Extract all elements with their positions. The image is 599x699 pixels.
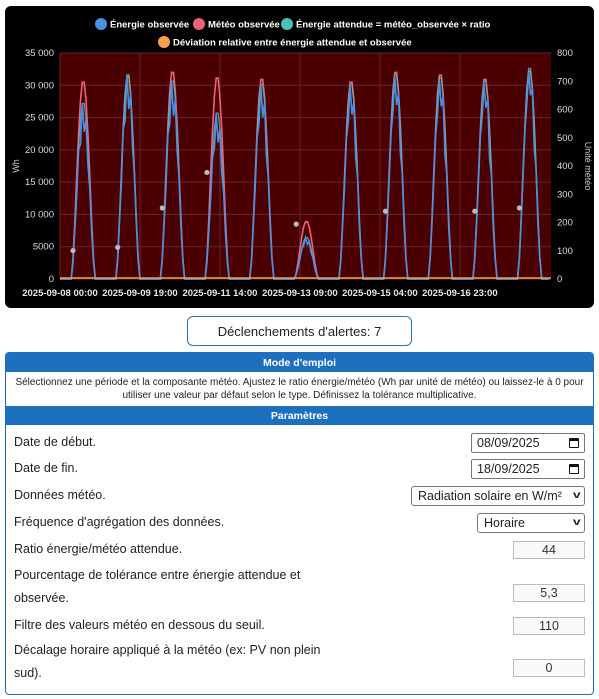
tolerance-label: Pourcentage de tolérance entre énergie a… bbox=[14, 564, 300, 610]
params-title: Paramètres bbox=[270, 409, 329, 422]
tolerance-row: Pourcentage de tolérance entre énergie a… bbox=[14, 564, 585, 610]
x-tick-label: 2025-09-13 09:00 bbox=[262, 288, 338, 299]
start-date-row: Date de début. 08/09/2025 bbox=[14, 431, 585, 454]
deviation-point bbox=[204, 169, 210, 176]
legend-label: Météo observée bbox=[208, 20, 280, 31]
filter-input[interactable]: 110 bbox=[513, 616, 585, 635]
meteo-label: Données météo. bbox=[14, 488, 106, 502]
tolerance-label-line2: observée. bbox=[14, 591, 69, 605]
legend-swatch bbox=[281, 18, 293, 30]
ratio-value: 44 bbox=[542, 542, 556, 557]
calendar-icon[interactable] bbox=[569, 437, 579, 448]
settings-panel: Mode d'emploi Sélectionnez une période e… bbox=[5, 352, 594, 695]
y-tick-label-left: 35 000 bbox=[25, 48, 54, 59]
end-date-input[interactable]: 18/09/2025 bbox=[471, 458, 585, 479]
x-tick-label: 2025-09-09 19:00 bbox=[102, 288, 178, 299]
ratio-input[interactable]: 44 bbox=[513, 540, 585, 559]
y-tick-label-right: 100 bbox=[557, 246, 573, 257]
x-tick-label: 2025-09-08 00:00 bbox=[22, 288, 98, 299]
deviation-point bbox=[472, 208, 478, 214]
alerts-counter: Déclenchements d'alertes: 7 bbox=[187, 316, 412, 346]
tolerance-value: 5,3 bbox=[540, 586, 558, 600]
mode-description: Sélectionnez une période et la composant… bbox=[15, 377, 584, 401]
legend-label: Énergie attendue = météo_observée × rati… bbox=[296, 20, 490, 31]
shift-label: Décalage horaire appliqué à la météo (ex… bbox=[14, 639, 320, 685]
x-tick-label: 2025-09-11 14:00 bbox=[182, 288, 257, 299]
legend-label: Déviation relative entre énergie attendu… bbox=[173, 38, 412, 49]
deviation-point bbox=[70, 247, 76, 254]
freq-row: Fréquence d'agrégation des données. Hora… bbox=[14, 511, 585, 534]
y-tick-label-right: 200 bbox=[557, 218, 573, 229]
end-date-value: 18/09/2025 bbox=[477, 461, 540, 476]
energy-chart: 0 5000 10 000 15 000 20 000 25 000 30 000 35 00… bbox=[5, 6, 594, 308]
ratio-label: Ratio énergie/météo attendue. bbox=[14, 542, 183, 556]
legend-swatch bbox=[95, 18, 107, 30]
shift-value: 0 bbox=[545, 661, 553, 675]
legend-swatch bbox=[193, 18, 205, 30]
calendar-icon[interactable] bbox=[569, 463, 579, 474]
y-tick-label-right: 400 bbox=[557, 161, 573, 172]
y-tick-label-right: 0 bbox=[557, 274, 562, 285]
deviation-point bbox=[382, 208, 389, 214]
filter-label: Filtre des valeurs météo en dessous du s… bbox=[14, 618, 265, 632]
x-tick-label: 2025-09-15 04:00 bbox=[342, 288, 418, 299]
shift-label-line2: sud). bbox=[14, 666, 42, 680]
y-tick-label-right: 600 bbox=[557, 105, 573, 116]
y-tick-label-right: 300 bbox=[557, 189, 573, 200]
shift-label-line1: Décalage horaire appliqué à la météo (ex… bbox=[14, 643, 321, 657]
meteo-row: Données météo. Radiation solaire en W/m²… bbox=[14, 484, 585, 507]
deviation-point bbox=[159, 205, 165, 211]
y-axis-label-left: Wh bbox=[11, 159, 21, 173]
y-axis-label-right: Unité météo bbox=[583, 142, 593, 191]
shift-input[interactable]: 0 bbox=[513, 659, 585, 677]
chevron-down-icon: v bbox=[573, 490, 582, 501]
start-date-input[interactable]: 08/09/2025 bbox=[471, 432, 585, 453]
freq-select[interactable]: Horaire v bbox=[477, 512, 585, 533]
alerts-label: Déclenchements d'alertes: 7 bbox=[217, 323, 382, 339]
params-header: Paramètres bbox=[6, 406, 593, 425]
mode-header: Mode d'emploi bbox=[6, 353, 593, 372]
start-date-label: Date de début. bbox=[14, 435, 97, 449]
y-tick-label-left: 20 000 bbox=[25, 145, 54, 156]
y-tick-label-left: 30 000 bbox=[25, 80, 54, 91]
y-tick-label-right: 700 bbox=[557, 76, 573, 87]
x-tick-label: 2025-09-16 23:00 bbox=[422, 288, 498, 299]
y-tick-label-left: 5000 bbox=[33, 242, 54, 253]
y-tick-label-left: 25 000 bbox=[25, 113, 54, 124]
start-date-value: 08/09/2025 bbox=[477, 435, 540, 450]
end-date-label: Date de fin. bbox=[14, 461, 78, 475]
shift-row: Décalage horaire appliqué à la météo (ex… bbox=[14, 639, 585, 685]
end-date-row: Date de fin. 18/09/2025 bbox=[14, 457, 585, 480]
y-tick-label-left: 15 000 bbox=[25, 177, 54, 188]
ratio-row: Ratio énergie/météo attendue. 44 bbox=[14, 538, 585, 561]
y-tick-label-right: 800 bbox=[557, 48, 573, 59]
plot-background bbox=[60, 53, 551, 279]
y-tick-label-left: 0 bbox=[49, 274, 54, 285]
meteo-select[interactable]: Radiation solaire en W/m² v bbox=[411, 485, 585, 506]
tolerance-label-line1: Pourcentage de tolérance entre énergie a… bbox=[14, 568, 301, 582]
freq-value: Horaire bbox=[484, 515, 525, 530]
meteo-value: Radiation solaire en W/m² bbox=[418, 488, 562, 503]
tolerance-input[interactable]: 5,3 bbox=[513, 584, 585, 602]
filter-value: 110 bbox=[539, 618, 559, 633]
y-tick-label-left: 10 000 bbox=[25, 209, 54, 220]
deviation-point bbox=[115, 244, 121, 250]
chevron-down-icon: v bbox=[573, 517, 582, 528]
deviation-point bbox=[516, 205, 522, 211]
filter-row: Filtre des valeurs météo en dessous du s… bbox=[14, 614, 585, 637]
y-tick-label-right: 500 bbox=[557, 133, 573, 144]
freq-label: Fréquence d'agrégation des données. bbox=[14, 515, 225, 529]
legend-swatch bbox=[158, 36, 170, 48]
deviation-point bbox=[293, 221, 299, 227]
legend-label: Énergie observée bbox=[110, 20, 189, 31]
mode-title: Mode d'emploi bbox=[262, 356, 337, 369]
series-energy-line bbox=[60, 71, 550, 280]
